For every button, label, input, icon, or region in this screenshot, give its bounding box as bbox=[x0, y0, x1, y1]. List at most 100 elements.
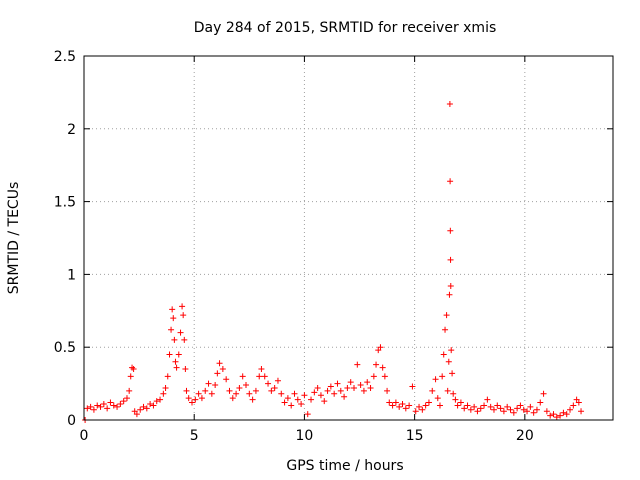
y-axis-label: SRMTID / TECUs bbox=[6, 182, 22, 295]
data-point bbox=[271, 384, 278, 391]
data-point bbox=[567, 406, 574, 413]
data-point bbox=[243, 382, 250, 389]
data-point bbox=[396, 403, 403, 410]
data-point bbox=[334, 380, 341, 387]
data-point bbox=[166, 351, 173, 358]
data-point bbox=[481, 402, 488, 409]
data-point bbox=[416, 403, 423, 410]
data-point bbox=[381, 373, 388, 380]
data-point bbox=[447, 256, 454, 263]
data-point bbox=[252, 387, 259, 394]
data-point bbox=[177, 329, 184, 336]
data-point bbox=[114, 403, 121, 410]
data-point bbox=[457, 399, 464, 406]
data-point bbox=[261, 373, 268, 380]
data-point bbox=[278, 390, 285, 397]
data-point bbox=[311, 389, 318, 396]
data-point bbox=[294, 396, 301, 403]
data-point bbox=[198, 395, 205, 402]
data-point bbox=[425, 399, 432, 406]
data-point bbox=[354, 361, 361, 368]
data-point bbox=[170, 315, 177, 322]
y-tick-label: 0.5 bbox=[54, 340, 76, 356]
data-point bbox=[226, 387, 233, 394]
data-point bbox=[384, 387, 391, 394]
data-point bbox=[477, 405, 484, 412]
data-point bbox=[281, 399, 288, 406]
data-point bbox=[360, 387, 367, 394]
data-point bbox=[314, 384, 321, 391]
data-point bbox=[291, 390, 298, 397]
data-point bbox=[351, 384, 358, 391]
data-point bbox=[443, 312, 450, 319]
data-point bbox=[123, 395, 130, 402]
data-point bbox=[550, 411, 557, 418]
data-point bbox=[308, 396, 315, 403]
data-point bbox=[533, 406, 540, 413]
data-point bbox=[205, 380, 212, 387]
data-point bbox=[557, 412, 564, 419]
data-point bbox=[370, 373, 377, 380]
data-point bbox=[540, 390, 547, 397]
data-point bbox=[168, 326, 175, 333]
y-tick-label: 1.5 bbox=[54, 195, 76, 211]
data-point bbox=[195, 390, 202, 397]
data-point bbox=[357, 382, 364, 389]
data-point bbox=[440, 351, 447, 358]
data-point bbox=[140, 403, 147, 410]
data-point bbox=[422, 402, 429, 409]
data-point bbox=[432, 376, 439, 383]
data-point bbox=[537, 399, 544, 406]
data-point bbox=[517, 402, 524, 409]
data-point bbox=[373, 361, 380, 368]
data-point bbox=[409, 383, 416, 390]
data-point bbox=[379, 364, 386, 371]
data-point bbox=[560, 409, 567, 416]
data-point bbox=[442, 326, 449, 333]
data-point bbox=[274, 377, 281, 384]
data-point bbox=[87, 403, 94, 410]
data-point bbox=[484, 396, 491, 403]
data-point bbox=[304, 411, 311, 418]
data-point bbox=[547, 412, 554, 419]
data-point bbox=[185, 395, 192, 402]
data-point bbox=[461, 405, 468, 412]
data-point bbox=[392, 399, 399, 406]
data-point bbox=[434, 395, 441, 402]
data-point bbox=[389, 402, 396, 409]
data-point bbox=[324, 387, 331, 394]
data-point bbox=[150, 402, 157, 409]
data-point bbox=[570, 402, 577, 409]
data-point bbox=[202, 387, 209, 394]
data-point bbox=[162, 384, 169, 391]
data-point bbox=[510, 409, 517, 416]
data-point bbox=[208, 390, 215, 397]
data-point bbox=[331, 390, 338, 397]
data-point bbox=[100, 400, 107, 407]
data-point bbox=[239, 373, 246, 380]
data-point bbox=[265, 380, 272, 387]
data-point bbox=[553, 414, 560, 421]
data-point bbox=[543, 408, 550, 415]
data-point bbox=[143, 405, 150, 412]
data-point bbox=[189, 399, 196, 406]
y-tick-label: 1 bbox=[67, 267, 76, 283]
x-tick-label: 5 bbox=[190, 428, 199, 444]
tick-labels: 0 5 10 15 20 0 0.5 1 1.5 2 2.5 bbox=[54, 49, 534, 444]
data-point bbox=[444, 387, 451, 394]
data-point bbox=[327, 383, 334, 390]
data-point bbox=[377, 344, 384, 351]
x-tick-label: 0 bbox=[80, 428, 89, 444]
data-point bbox=[449, 370, 456, 377]
data-point bbox=[107, 399, 114, 406]
data-point bbox=[84, 405, 91, 412]
data-point bbox=[256, 373, 263, 380]
data-point bbox=[120, 398, 127, 405]
data-point bbox=[429, 387, 436, 394]
data-point bbox=[341, 393, 348, 400]
data-point bbox=[94, 402, 101, 409]
data-point bbox=[171, 336, 178, 343]
data-point bbox=[402, 405, 409, 412]
data-point bbox=[530, 409, 537, 416]
